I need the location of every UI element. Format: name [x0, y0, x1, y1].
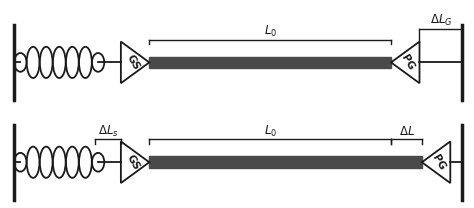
- Text: $\Delta L$: $\Delta L$: [399, 125, 414, 137]
- Text: PG: PG: [399, 53, 416, 72]
- Text: GS: GS: [125, 53, 141, 72]
- Polygon shape: [149, 156, 422, 168]
- Text: GS: GS: [125, 153, 141, 172]
- Text: PG: PG: [430, 153, 447, 172]
- Text: $\Delta L_G$: $\Delta L_G$: [429, 13, 452, 28]
- Polygon shape: [149, 57, 391, 68]
- Text: $L_0$: $L_0$: [264, 24, 277, 39]
- Text: $\Delta L_s$: $\Delta L_s$: [98, 124, 118, 139]
- Text: $L_0$: $L_0$: [264, 124, 277, 139]
